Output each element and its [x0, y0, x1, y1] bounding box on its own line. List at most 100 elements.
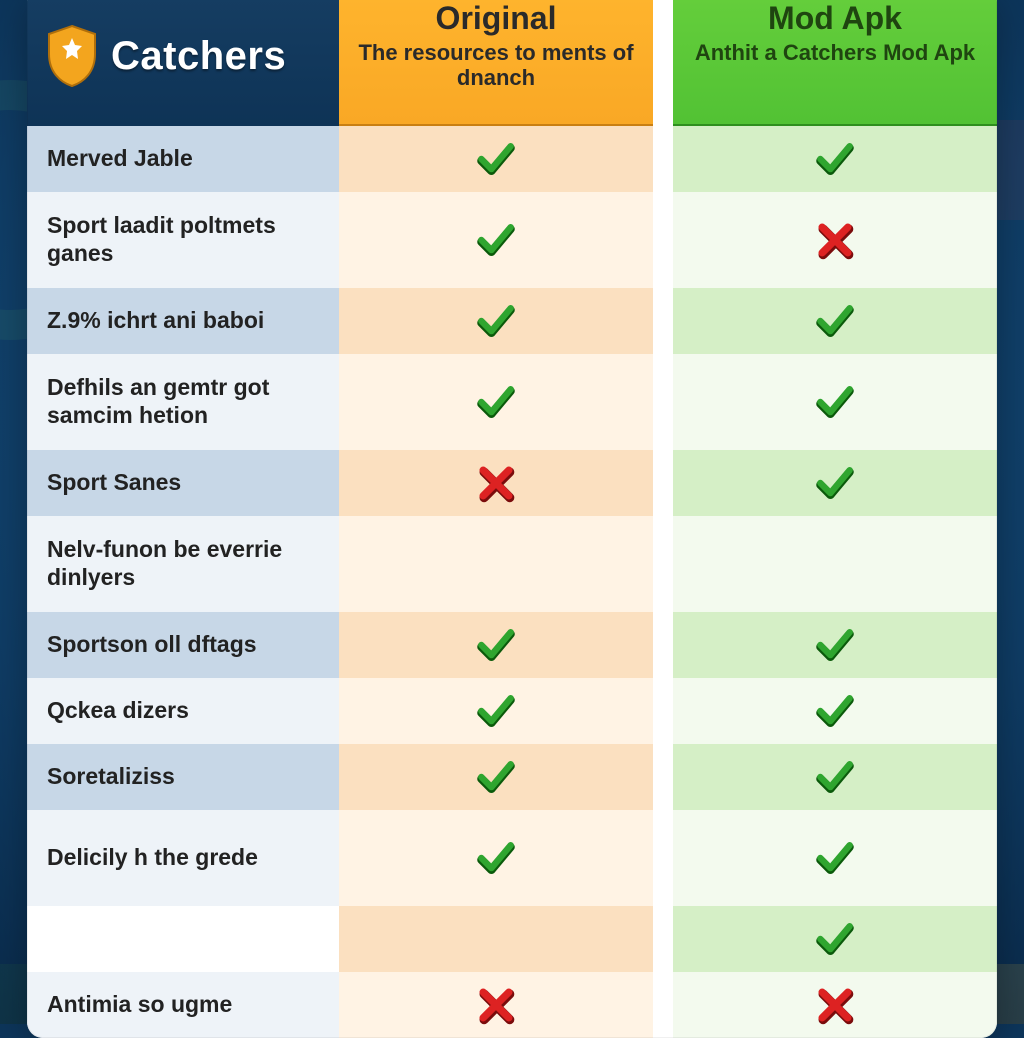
feature-label: Qckea dizers	[47, 697, 189, 725]
check-icon	[813, 836, 857, 880]
table-row: Delicily h the grede	[27, 810, 997, 906]
col-gap	[653, 192, 673, 288]
col-original-subtitle: The resources to ments of dnanch	[357, 40, 635, 91]
feature-label: Defhils an gemtr got samcim hetion	[47, 374, 319, 429]
original-cell	[339, 516, 653, 612]
mod-cell	[673, 288, 997, 354]
comparison-card: Catchers Original The resources to ments…	[27, 0, 997, 1038]
check-icon	[813, 299, 857, 343]
col-gap	[653, 810, 673, 906]
check-icon	[813, 461, 857, 505]
feature-cell: Antimia so ugme	[27, 972, 339, 1038]
feature-cell: Delicily h the grede	[27, 810, 339, 906]
table-row: Z.9% ichrt ani baboi	[27, 288, 997, 354]
original-cell	[339, 810, 653, 906]
original-cell	[339, 288, 653, 354]
col-gap	[653, 678, 673, 744]
original-cell	[339, 126, 653, 192]
check-icon	[474, 218, 518, 262]
feature-cell: Soretaliziss	[27, 744, 339, 810]
mod-cell	[673, 972, 997, 1038]
original-cell	[339, 450, 653, 516]
col-mod-subtitle: Anthit a Catchers Mod Apk	[691, 40, 979, 65]
table-row: Defhils an gemtr got samcim hetion	[27, 354, 997, 450]
col-gap	[653, 906, 673, 972]
table-body: Merved Jable Sport laadit poltmets ganes…	[27, 126, 997, 1038]
brand-cell: Catchers	[27, 0, 339, 126]
feature-cell: Merved Jable	[27, 126, 339, 192]
empty-icon	[474, 542, 518, 586]
mod-cell	[673, 126, 997, 192]
feature-label: Sport laadit poltmets ganes	[47, 212, 319, 267]
empty-icon	[813, 542, 857, 586]
feature-label: Merved Jable	[47, 145, 193, 173]
shield-icon	[45, 24, 99, 88]
table-row: Qckea dizers	[27, 678, 997, 744]
feature-label: Soretaliziss	[47, 763, 175, 791]
col-mod-title: Mod Apk	[691, 2, 979, 36]
table-row	[27, 906, 997, 972]
original-cell	[339, 744, 653, 810]
feature-cell: Sportson oll dftags	[27, 612, 339, 678]
col-gap	[653, 516, 673, 612]
mod-cell	[673, 612, 997, 678]
check-icon	[813, 623, 857, 667]
mod-cell	[673, 354, 997, 450]
col-gap	[653, 354, 673, 450]
check-icon	[474, 299, 518, 343]
feature-label: Delicily h the grede	[47, 844, 258, 872]
brand-name: Catchers	[111, 34, 286, 79]
col-original-header: Original The resources to ments of dnanc…	[339, 0, 653, 126]
feature-label: Sportson oll dftags	[47, 631, 257, 659]
check-icon	[474, 623, 518, 667]
feature-label: Antimia so ugme	[47, 991, 232, 1019]
mod-cell	[673, 450, 997, 516]
check-icon	[474, 836, 518, 880]
feature-cell: Sport laadit poltmets ganes	[27, 192, 339, 288]
col-gap	[653, 450, 673, 516]
check-icon	[813, 137, 857, 181]
col-gap	[653, 288, 673, 354]
feature-cell: Nelv-funon be everrie dinlyers	[27, 516, 339, 612]
table-row: Sportson oll dftags	[27, 612, 997, 678]
check-icon	[813, 689, 857, 733]
feature-cell: Defhils an gemtr got samcim hetion	[27, 354, 339, 450]
col-gap	[653, 0, 673, 126]
original-cell	[339, 678, 653, 744]
feature-label: Sport Sanes	[47, 469, 181, 497]
check-icon	[474, 755, 518, 799]
feature-cell: Sport Sanes	[27, 450, 339, 516]
cross-icon	[474, 983, 518, 1027]
cross-icon	[474, 461, 518, 505]
cross-icon	[813, 218, 857, 262]
original-cell	[339, 354, 653, 450]
col-gap	[653, 972, 673, 1038]
mod-cell	[673, 192, 997, 288]
col-original-title: Original	[357, 2, 635, 36]
mod-cell	[673, 678, 997, 744]
feature-cell: Z.9% ichrt ani baboi	[27, 288, 339, 354]
mod-cell	[673, 906, 997, 972]
table-row: Nelv-funon be everrie dinlyers	[27, 516, 997, 612]
check-icon	[474, 689, 518, 733]
original-cell	[339, 192, 653, 288]
col-gap	[653, 612, 673, 678]
cross-icon	[813, 983, 857, 1027]
check-icon	[474, 137, 518, 181]
check-icon	[813, 917, 857, 961]
table-row: Soretaliziss	[27, 744, 997, 810]
feature-label: Nelv-funon be everrie dinlyers	[47, 536, 319, 591]
mod-cell	[673, 810, 997, 906]
mod-cell	[673, 744, 997, 810]
table-row: Antimia so ugme	[27, 972, 997, 1038]
feature-cell: Qckea dizers	[27, 678, 339, 744]
col-gap	[653, 126, 673, 192]
original-cell	[339, 906, 653, 972]
original-cell	[339, 972, 653, 1038]
feature-label: Z.9% ichrt ani baboi	[47, 307, 264, 335]
table-row: Sport laadit poltmets ganes	[27, 192, 997, 288]
table-row: Sport Sanes	[27, 450, 997, 516]
table-header: Catchers Original The resources to ments…	[27, 0, 997, 126]
check-icon	[813, 380, 857, 424]
col-mod-header: Mod Apk Anthit a Catchers Mod Apk	[673, 0, 997, 126]
